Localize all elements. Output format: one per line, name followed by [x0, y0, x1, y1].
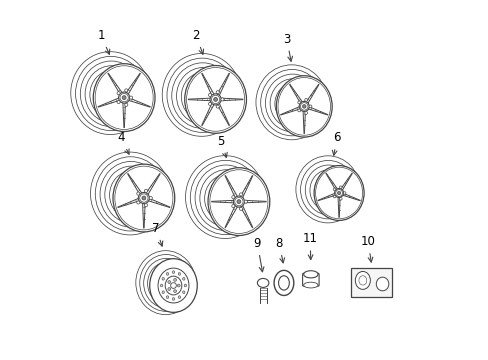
- Ellipse shape: [303, 271, 317, 278]
- Circle shape: [124, 103, 127, 106]
- Circle shape: [167, 281, 170, 283]
- Bar: [350, 268, 392, 297]
- Ellipse shape: [184, 66, 246, 133]
- Text: 11: 11: [302, 232, 317, 260]
- Ellipse shape: [257, 278, 268, 287]
- Circle shape: [117, 91, 120, 95]
- Circle shape: [216, 105, 219, 108]
- Circle shape: [119, 92, 129, 103]
- Circle shape: [297, 109, 300, 112]
- Text: 9: 9: [253, 237, 264, 272]
- Circle shape: [337, 192, 340, 194]
- Circle shape: [231, 195, 234, 199]
- Circle shape: [343, 192, 345, 194]
- Ellipse shape: [184, 284, 186, 287]
- Circle shape: [117, 100, 120, 104]
- Ellipse shape: [278, 276, 289, 290]
- Text: 8: 8: [275, 237, 284, 263]
- Circle shape: [213, 98, 217, 102]
- Ellipse shape: [166, 296, 168, 298]
- Circle shape: [233, 196, 244, 207]
- Ellipse shape: [162, 278, 164, 280]
- Circle shape: [167, 288, 170, 291]
- Circle shape: [339, 198, 342, 200]
- Circle shape: [334, 189, 343, 198]
- Ellipse shape: [172, 271, 174, 274]
- Circle shape: [124, 89, 127, 92]
- Ellipse shape: [160, 284, 163, 287]
- Text: 4: 4: [117, 131, 129, 154]
- Ellipse shape: [178, 273, 180, 275]
- Text: 7: 7: [152, 222, 163, 246]
- Circle shape: [173, 290, 176, 293]
- Circle shape: [138, 193, 149, 203]
- Ellipse shape: [274, 270, 293, 296]
- Circle shape: [221, 98, 224, 101]
- Circle shape: [137, 201, 140, 204]
- Circle shape: [208, 102, 211, 105]
- Text: 1: 1: [97, 29, 109, 54]
- FancyBboxPatch shape: [302, 273, 319, 286]
- Ellipse shape: [178, 296, 180, 298]
- Circle shape: [170, 283, 176, 288]
- Ellipse shape: [182, 291, 184, 293]
- Circle shape: [239, 207, 242, 210]
- Circle shape: [142, 196, 145, 200]
- Ellipse shape: [376, 277, 388, 291]
- Circle shape: [308, 105, 311, 108]
- Circle shape: [231, 204, 234, 208]
- Circle shape: [244, 200, 247, 203]
- Circle shape: [122, 96, 126, 100]
- Ellipse shape: [355, 271, 369, 289]
- Circle shape: [333, 195, 335, 198]
- Circle shape: [173, 279, 176, 281]
- Circle shape: [333, 188, 335, 191]
- Text: 10: 10: [360, 235, 375, 262]
- Ellipse shape: [276, 76, 331, 137]
- Text: 2: 2: [192, 29, 203, 54]
- Text: 3: 3: [283, 32, 292, 61]
- Ellipse shape: [207, 168, 269, 235]
- Circle shape: [299, 102, 308, 112]
- Circle shape: [302, 105, 305, 108]
- Circle shape: [149, 197, 152, 199]
- Ellipse shape: [166, 273, 168, 275]
- Ellipse shape: [182, 278, 184, 280]
- Circle shape: [137, 192, 140, 195]
- Circle shape: [144, 204, 147, 207]
- Circle shape: [210, 94, 221, 105]
- Ellipse shape: [149, 259, 197, 312]
- Circle shape: [304, 112, 307, 114]
- Circle shape: [239, 193, 242, 196]
- Ellipse shape: [93, 64, 155, 131]
- Circle shape: [339, 186, 342, 188]
- Circle shape: [144, 189, 147, 192]
- Circle shape: [216, 91, 219, 94]
- Ellipse shape: [303, 282, 317, 288]
- Text: 6: 6: [332, 131, 340, 155]
- Circle shape: [177, 284, 180, 287]
- Ellipse shape: [172, 298, 174, 300]
- Circle shape: [208, 93, 211, 96]
- Ellipse shape: [313, 166, 364, 220]
- Ellipse shape: [162, 291, 164, 293]
- Circle shape: [304, 99, 307, 101]
- Text: 5: 5: [217, 135, 227, 158]
- Circle shape: [297, 101, 300, 104]
- Circle shape: [129, 96, 132, 99]
- Ellipse shape: [113, 164, 174, 232]
- Circle shape: [237, 200, 241, 203]
